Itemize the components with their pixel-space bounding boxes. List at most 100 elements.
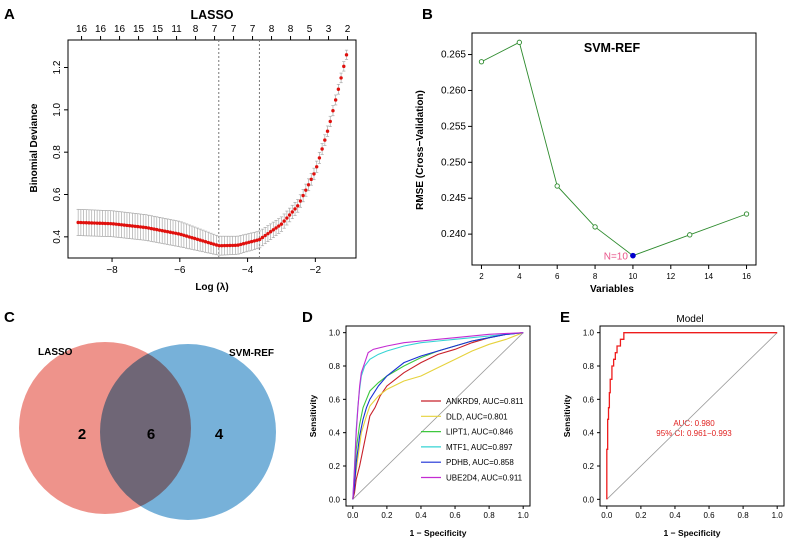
roc-model-ytick-label: 0.0	[583, 495, 595, 504]
lasso-point	[179, 232, 183, 237]
roc-genes-chart: 1 − Specificity Sensitivity 0.0 0.2 0.4 0.6…	[308, 325, 531, 538]
lasso-point	[225, 243, 229, 248]
svm-ytick-label: 0.265	[441, 50, 466, 61]
svm-point	[592, 224, 598, 230]
lasso-point	[260, 235, 265, 240]
lasso-point	[344, 53, 349, 57]
roc-model-xtick-label: 0.2	[635, 511, 647, 520]
lasso-point	[176, 232, 181, 236]
lasso-point	[239, 242, 243, 247]
lasso-top-tick-label: 15	[152, 24, 164, 35]
lasso-point	[149, 226, 154, 231]
lasso-point	[160, 228, 164, 233]
svm-xtick-label: 6	[555, 272, 560, 281]
svm-ytick-label: 0.240	[441, 229, 466, 240]
svm-xtick-label: 16	[742, 272, 751, 281]
svm-chart: Variables RMSE (Cross−Validation) 2 4 6 8 10…	[415, 32, 757, 295]
lasso-point	[282, 219, 286, 223]
lasso-point	[309, 177, 313, 182]
svm-xtick-label: 14	[704, 272, 713, 281]
lasso-point	[122, 223, 126, 227]
svm-point	[478, 59, 485, 65]
lasso-top-tick-label: 15	[133, 24, 145, 35]
roc-model-chart: 1 − Specificity Sensitivity AUC: 0.980 9…	[562, 325, 785, 538]
lasso-point	[328, 119, 332, 124]
lasso-point	[255, 238, 259, 242]
svm-xtick-label: 4	[517, 272, 522, 281]
model-title: Model	[676, 314, 703, 325]
lasso-point	[103, 221, 107, 226]
lasso-point	[266, 231, 270, 236]
roc-genes-xtick-label: 0.6	[449, 511, 461, 520]
lasso-point	[125, 223, 129, 228]
roc-model-ytick-label: 0.2	[583, 462, 595, 471]
roc-genes-plot-box	[345, 325, 531, 507]
lasso-point	[290, 210, 295, 214]
lasso-point	[203, 240, 208, 244]
venn-count-svm-only: 4	[215, 426, 224, 443]
lasso-point	[76, 220, 80, 225]
venn-circle-svm	[100, 344, 276, 520]
lasso-point	[314, 165, 319, 169]
lasso-point	[190, 236, 194, 240]
lasso-point	[138, 225, 143, 229]
lasso-point	[87, 221, 91, 225]
svm-title: SVM-REF	[584, 41, 641, 55]
lasso-point	[244, 241, 248, 245]
lasso-point	[233, 243, 238, 248]
lasso-top-tick-label: 11	[171, 24, 182, 35]
lasso-xtick-label: −8	[106, 265, 118, 276]
lasso-point	[206, 240, 210, 245]
lasso-point	[117, 222, 121, 227]
lasso-point	[339, 76, 343, 80]
lasso-point	[271, 228, 276, 232]
legend-label-ube2d4: UBE2D4, AUC=0.911	[446, 474, 523, 483]
legend-label-pdhb: PDHB, AUC=0.858	[446, 458, 514, 467]
lasso-ylabel: Binomial Deviance	[29, 103, 40, 192]
svm-xtick-label: 2	[479, 272, 484, 281]
lasso-top-tick-label: 3	[326, 24, 332, 35]
venn-diagram: LASSO SVM-REF 2 6 4	[19, 342, 276, 520]
lasso-point	[241, 242, 246, 246]
roc-curve-model	[606, 332, 778, 500]
lasso-chart: Log (λ) Binomial Deviance −8 −6 −4 −2 0.4 0.6…	[29, 24, 357, 293]
svm-ylabel: RMSE (Cross−Validation)	[415, 90, 426, 210]
lasso-point	[136, 224, 140, 229]
lasso-point	[141, 225, 145, 229]
svm-point	[687, 232, 693, 238]
lasso-point	[100, 221, 105, 226]
roc-genes-xtick-label: 1.0	[518, 511, 530, 520]
roc-genes-xtick-label: 0.4	[415, 511, 427, 520]
lasso-point	[81, 220, 86, 225]
roc-model-ytick-label: 0.8	[583, 362, 595, 371]
lasso-point	[155, 227, 159, 232]
roc-genes-ytick-label: 0.8	[329, 362, 341, 371]
roc-genes-ytick-label: 0.0	[329, 495, 341, 504]
lasso-point	[323, 138, 327, 142]
lasso-point	[236, 243, 240, 247]
lasso-top-tick-label: 7	[212, 24, 218, 35]
roc-curve-ankrd9	[352, 332, 524, 500]
roc-model-xtick-label: 0.6	[703, 511, 715, 520]
panel-letter-b: B	[422, 6, 433, 23]
roc-genes-ytick-label: 0.4	[329, 429, 341, 438]
lasso-point	[279, 222, 284, 226]
lasso-ytick-label: 1.2	[52, 60, 63, 74]
lasso-point	[184, 234, 189, 238]
svm-highlight-label: N=10	[604, 252, 629, 263]
lasso-point	[258, 237, 262, 242]
roc-genes-xtick-label: 0.2	[381, 511, 393, 520]
roc-model-ylabel: Sensitivity	[562, 394, 572, 437]
roc-genes-ytick-label: 0.6	[329, 395, 341, 404]
svm-line	[481, 41, 747, 257]
lasso-point	[133, 224, 137, 229]
lasso-point	[222, 243, 227, 248]
legend-label-mtf1: MTF1, AUC=0.897	[446, 443, 513, 452]
roc-genes-xtick-label: 0.8	[484, 511, 496, 520]
svm-ytick-label: 0.250	[441, 157, 466, 168]
lasso-point	[106, 221, 110, 226]
svm-xtick-label: 8	[593, 272, 598, 281]
svm-ytick-label: 0.260	[441, 85, 466, 96]
lasso-point	[127, 223, 132, 228]
